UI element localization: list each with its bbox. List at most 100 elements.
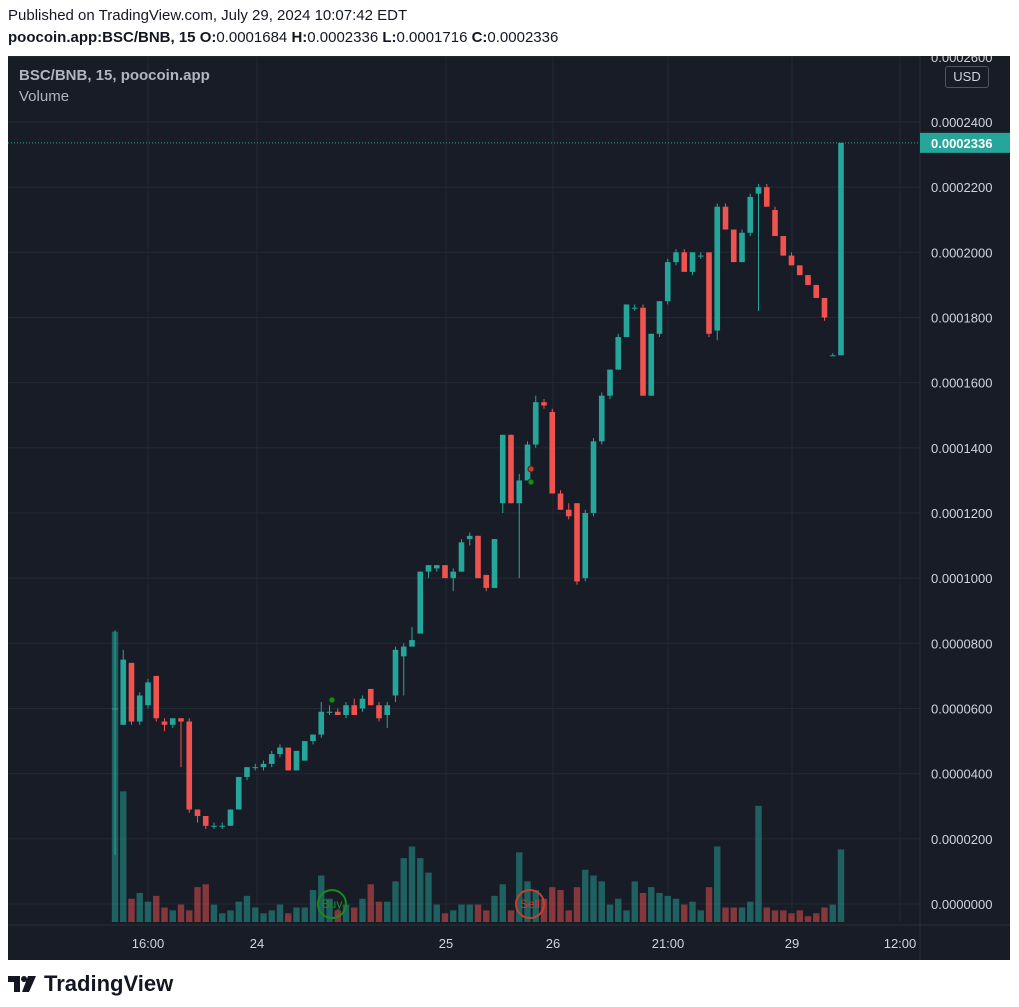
candle-body [178,718,184,722]
volume-bar [276,904,284,922]
candle-body [400,646,407,657]
volume-bar [351,907,358,922]
ohlc-line: poocoin.app:BSC/BNB, 15 O:0.0001684 H:0.… [8,29,558,46]
volume-bar [408,846,416,922]
candle-body [334,711,341,716]
volume-bar [681,904,688,922]
volume-bar [227,910,234,922]
volume-bar [359,898,366,922]
footer-logo[interactable]: TradingView [8,966,173,1002]
volume-bar [210,904,218,922]
candlestick-chart[interactable]: Buy Sell 0.0002600 0.0002400 0.0002200 0.0002… [8,56,1010,960]
candle-body [780,236,787,256]
candle-body [120,659,127,725]
volume-bar [293,907,300,922]
candle-body [805,275,811,285]
candle-body [664,262,671,302]
volume-bar [722,907,729,922]
volume-bar [194,887,201,922]
volume-bar [540,898,548,922]
volume-bar [813,913,820,922]
volume-bar [384,901,391,922]
volume-bar [821,907,828,922]
x-tick-label: 29 [785,936,799,951]
volume-bar [144,901,152,922]
candle-body [475,535,481,579]
volume-bar [557,890,564,922]
candle-body [458,542,465,572]
x-tick-label: 26 [546,936,560,951]
candle-body [450,571,457,579]
volume-bar [186,910,193,922]
volume-bar [837,849,845,922]
volume-bar [202,884,209,922]
volume-bar [738,907,746,922]
y-tick-label: 0.0001800 [931,311,992,326]
x-tick-label: 12:00 [884,936,917,951]
y-tick-label: 0.0001200 [931,506,992,521]
y-tick-label: 0.0002000 [931,245,992,260]
x-tick-label: 16:00 [132,936,165,951]
candle-body [532,402,539,445]
volume-bar [474,904,482,922]
currency-button[interactable]: USD [945,66,989,88]
candle-body [706,252,712,334]
candle-body [697,255,704,257]
candle-body [631,307,638,309]
candle-body [574,503,580,582]
candle-body [838,142,844,356]
candle-body [788,255,795,266]
chart-legend-volume: Volume [19,88,70,105]
volume-bar [417,858,424,922]
candle-body [516,480,523,504]
volume-bar [400,858,407,922]
candle-body [219,825,226,827]
candle-body [186,721,193,810]
candle-body [466,535,473,540]
high-label: H: [291,29,308,46]
volume-bar [788,913,795,922]
y-tick-label: 0.0000800 [931,636,992,651]
symbol-label: poocoin.app:BSC/BNB, 15 [8,29,196,46]
volume-bar [219,913,226,922]
candle-body [673,252,679,263]
candle-body [310,734,316,742]
candle-body [813,284,820,298]
last-price-label: 0.0002336 [931,136,992,151]
y-tick-label: 0.0002200 [931,180,992,195]
volume-bar [780,910,787,922]
volume-bar [590,875,597,922]
candle-body [293,750,300,771]
volume-bar [318,875,325,922]
candle-body [169,718,176,725]
candle-body [425,565,432,572]
volume-bar [796,910,803,922]
candle-body [640,307,646,396]
volume-bar [169,910,176,922]
volume-bar [499,884,506,922]
candle-body [128,662,135,722]
candle-body [112,708,118,710]
candle-body [260,763,267,768]
volume-bar [441,913,449,922]
y-tick-label: 0.0002600 [931,56,992,65]
low-label: L: [382,29,397,46]
candle-body [689,252,696,272]
candle-body [277,747,283,755]
volume-bar [524,881,531,922]
volume-bar [120,791,127,922]
candle-body [524,444,531,481]
tradingview-logo-icon [8,976,36,992]
volume-bar [458,904,465,922]
candle-body [722,206,729,230]
volume-bar [573,887,581,922]
candle-body [590,441,597,513]
candle-body [252,767,259,769]
volume-bar [268,910,275,922]
candle-body [392,649,399,696]
candle-body [730,229,737,263]
volume-bar [705,887,713,922]
candle-body [194,809,201,817]
x-tick-label: 21:00 [652,936,685,951]
y-tick-label: 0.0001400 [931,441,992,456]
